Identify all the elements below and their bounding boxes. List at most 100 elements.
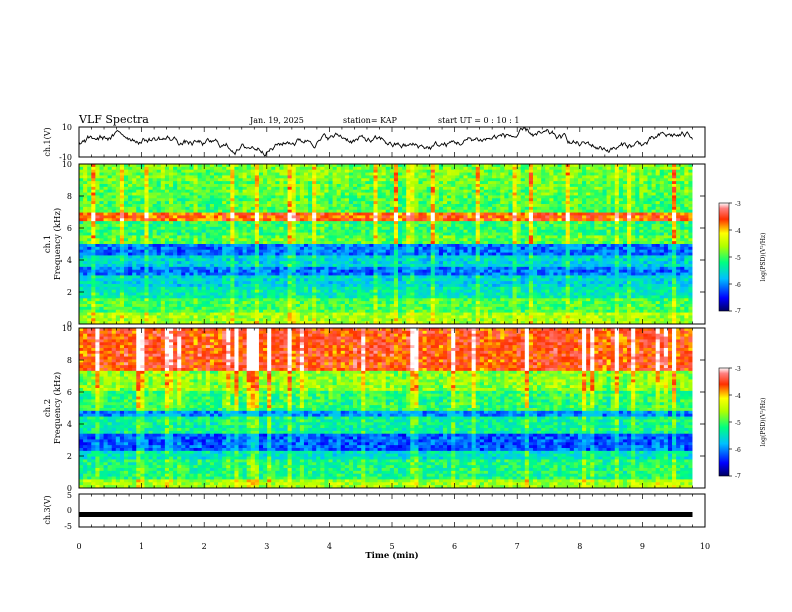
ch1-spectrogram-cell (324, 164, 329, 168)
ch1-spectrogram-cell (467, 209, 473, 213)
ch1-spectrogram-cell (618, 195, 624, 199)
ch1-spectrogram-cell (414, 244, 419, 248)
ch1-spectrogram-cell (651, 195, 657, 199)
ch1-spectrogram-cell (430, 232, 436, 236)
ch1-spectrogram-cell (111, 224, 117, 228)
ch1-spectrogram-cell (238, 204, 243, 208)
ch1-spectrogram-cell (295, 181, 301, 185)
ch1-spectrogram-cell (213, 235, 219, 239)
ch1-spectrogram-cell (639, 175, 644, 179)
ch1-spectrogram-cell (181, 258, 186, 262)
ch1-spectrogram-cell (672, 255, 677, 259)
ch1-spectrogram-cell (684, 229, 689, 233)
ch1-spectrogram-cell (123, 189, 129, 193)
ch1-spectrogram-cell (590, 212, 595, 216)
ch1-spectrogram-cell (279, 178, 284, 182)
ch1-spectrogram-cell (606, 229, 612, 233)
ch1-spectrogram-cell (140, 221, 145, 225)
ch1-spectrogram-cell (598, 166, 603, 171)
ch1-spectrogram-cell (667, 181, 673, 185)
ch1-spectrogram-cell (627, 184, 632, 188)
ch1-spectrogram-cell (181, 206, 186, 211)
ch1-spectrogram-cell (516, 204, 522, 208)
ch1-spectrogram-cell (111, 241, 117, 245)
ch1-spectrogram-cell (148, 241, 154, 245)
ch1-spectrogram-cell (197, 172, 203, 176)
ch1-spectrogram-cell (271, 232, 276, 236)
ch1-spectrogram-cell (447, 169, 452, 173)
ch1-spectrogram-cell (549, 166, 554, 171)
ch1-spectrogram-cell (684, 226, 689, 231)
ch1-spectrogram-cell (524, 235, 530, 239)
ch1-spectrogram-cell (213, 204, 219, 208)
ch1-spectrogram-cell (606, 238, 612, 242)
ch1-spectrogram-cell (205, 166, 211, 171)
ch1-spectrogram-cell (361, 252, 366, 256)
ch1-spectrogram-cell (361, 212, 366, 216)
ch1-spectrogram-cell (541, 184, 546, 188)
ch1-spectrogram-cell (475, 164, 481, 168)
ch1-spectrogram-cell (140, 229, 145, 233)
ch1-spectrogram-cell (635, 198, 640, 202)
ch1-spectrogram-cell (418, 178, 423, 182)
ch1-spectrogram-cell (594, 221, 599, 225)
ch1-spectrogram-cell (279, 181, 284, 185)
ch1-spectrogram-cell (320, 192, 325, 196)
ch1-spectrogram-cell (201, 252, 207, 256)
ch1-spectrogram-cell (234, 172, 239, 176)
ch1-spectrogram-cell (185, 258, 190, 262)
ch1-spectrogram-cell (541, 186, 546, 191)
ch1-spectrogram-cell (79, 238, 84, 242)
ch1-spectrogram-cell (410, 192, 415, 196)
ch1-spectrogram-cell (246, 226, 252, 231)
ch1-spectrogram-cell (614, 215, 620, 219)
ch1-spectrogram-cell (532, 255, 538, 259)
ch1-spectrogram-cell (91, 175, 96, 179)
ch1-spectrogram-cell (520, 164, 526, 168)
ch1-spectrogram-cell (434, 172, 440, 176)
ch1-spectrogram-cell (324, 175, 329, 179)
ch1-spectrogram-cell (561, 201, 567, 205)
ch1-spectrogram-cell (582, 246, 587, 251)
ch1-spectrogram-cell (250, 215, 256, 219)
ch1-spectrogram-cell (136, 241, 141, 245)
ch1-spectrogram-cell (500, 209, 505, 213)
ch1-spectrogram-cell (451, 206, 456, 211)
ch1-spectrogram-cell (443, 204, 448, 208)
ch1-spectrogram-cell (577, 172, 583, 176)
ch1-spectrogram-cell (332, 212, 338, 216)
ch1-spectrogram-cell (123, 226, 129, 231)
ch1-spectrogram-cell (422, 238, 428, 242)
ch1-spectrogram-cell (226, 184, 231, 188)
ch1-spectrogram-cell (119, 164, 125, 168)
ch1-spectrogram-cell (91, 244, 96, 248)
ch1-spectrogram-cell (213, 181, 219, 185)
ch1-spectrogram-cell (639, 206, 644, 211)
ch1-spectrogram-cell (369, 255, 374, 259)
ch1-spectrogram-cell (594, 175, 599, 179)
ch1-spectrogram-cell (414, 226, 419, 231)
ch1-spectrogram-cell (136, 224, 141, 228)
ch1-spectrogram-cell (475, 226, 481, 231)
ch1-spectrogram-cell (209, 209, 215, 213)
ch1-spectrogram-cell (561, 198, 567, 202)
ch1-spectrogram-cell (451, 181, 456, 185)
ch1-spectrogram-cell (663, 255, 669, 259)
ch1-spectrogram-cell (393, 166, 399, 171)
ch1-spectrogram-cell (627, 204, 632, 208)
ch1-spectrogram-cell (111, 238, 117, 242)
ch1-spectrogram-cell (606, 244, 612, 248)
ch1-spectrogram-cell (365, 238, 370, 242)
ch1-spectrogram-cell (365, 198, 370, 202)
ch1-spectrogram-cell (160, 238, 166, 242)
ch1-spectrogram-cell (487, 218, 493, 222)
ch1-spectrogram-cell (467, 192, 473, 196)
ch1-spectrogram-cell (553, 184, 558, 188)
ch1-spectrogram-cell (209, 195, 215, 199)
ch1-spectrogram-cell (631, 192, 636, 196)
ch1-spectrogram-cell (115, 164, 121, 168)
ch1-spectrogram-cell (316, 189, 321, 193)
ch1-spectrogram-cell (659, 218, 665, 222)
ch1-spectrogram-cell (676, 201, 681, 205)
ch1-spectrogram-cell (340, 201, 346, 205)
